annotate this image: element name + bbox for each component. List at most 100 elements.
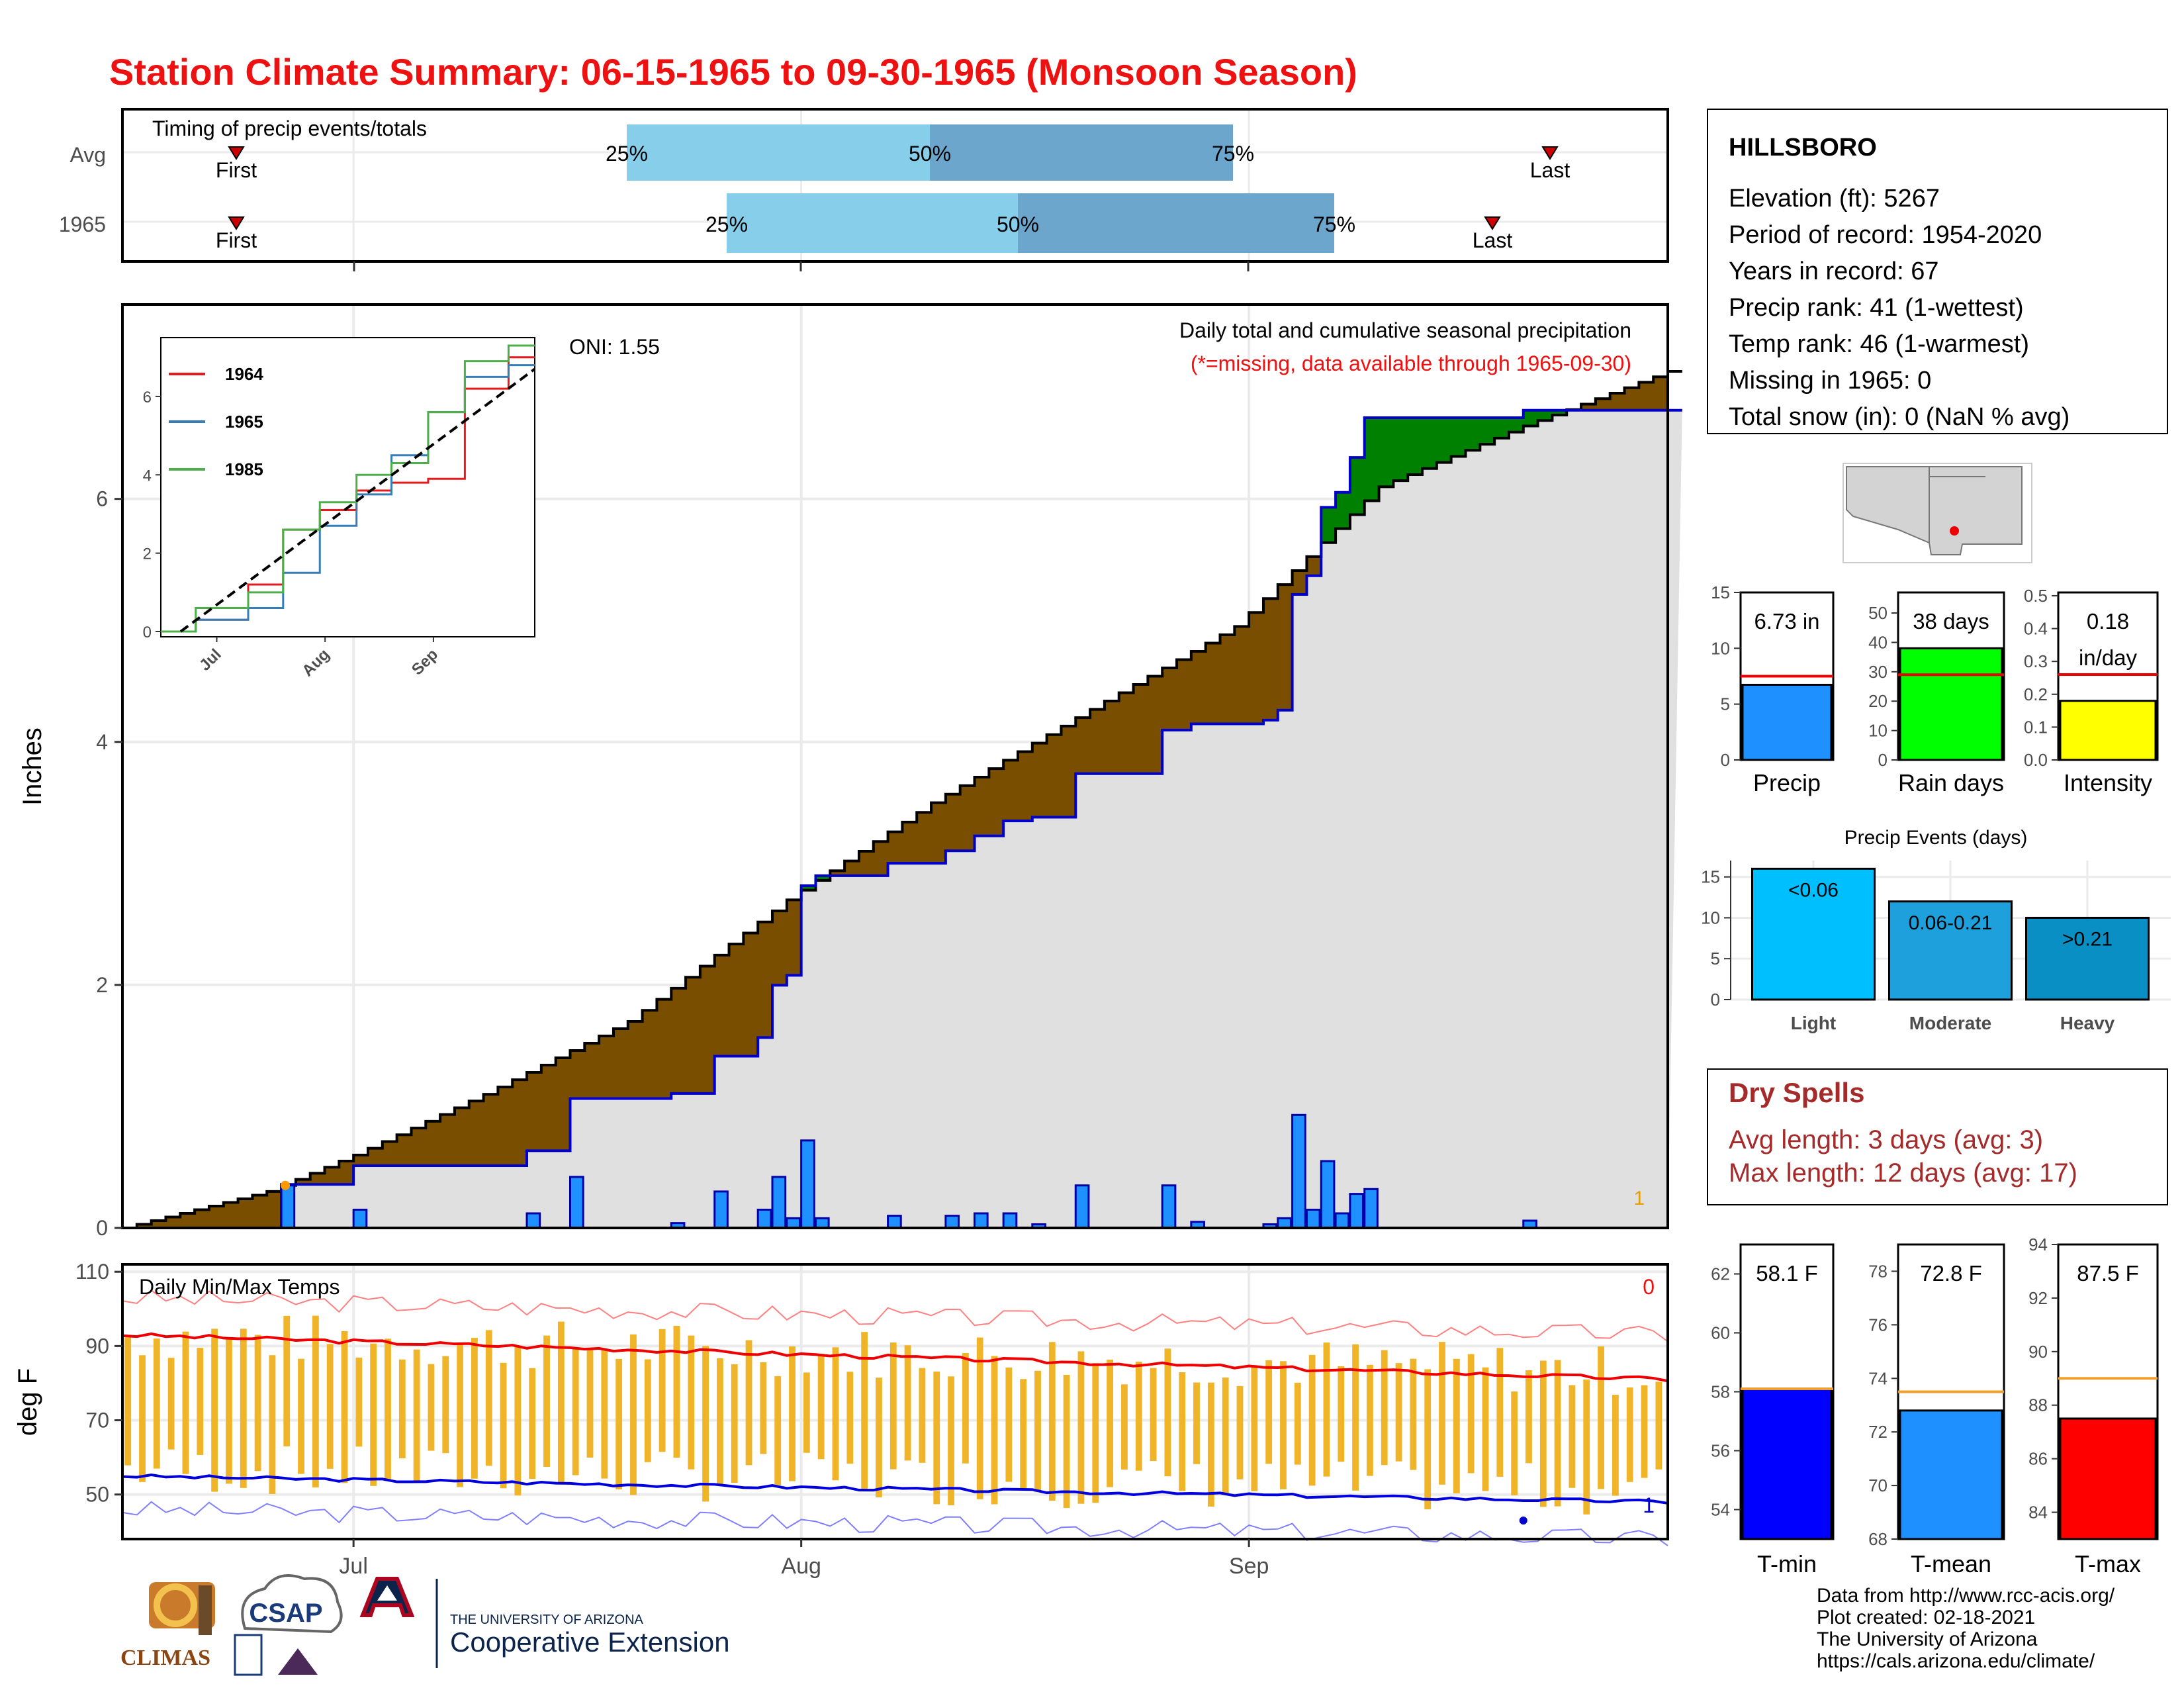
cumulative-diff-band [627,1021,643,1099]
small-bar-fill [1899,647,2003,761]
small-bar-tick: 20 [1868,691,1888,711]
small-bar-label: Intensity [2064,769,2152,796]
avg-max-line [122,1332,1668,1383]
cumulative-diff-band [136,1224,152,1228]
cumulative-diff-band [1422,417,1437,469]
inset-ytick: 2 [143,545,152,563]
daily-temp-bar [1034,1370,1041,1493]
daily-precip-bar [1074,1184,1090,1229]
avg-25-50-box [627,124,930,181]
cumulative-diff-band [267,1191,282,1228]
temp-bar-tick: 54 [1711,1500,1730,1520]
y1965-p50-label: 50% [997,212,1039,236]
cumulative-diff-band [700,966,715,1094]
daily-precip-bar [713,1190,729,1229]
cumulative-diff-band [671,988,686,1094]
small-bar-tick: 15 [1711,583,1730,602]
daily-temp-bar [1381,1350,1388,1466]
daily-temp-bar [211,1329,218,1492]
daily-precip-bar [1277,1217,1292,1229]
cumulative-diff-band [1205,643,1221,724]
precip-ylabel: Inches [18,727,47,806]
small-bar-tick: 0.2 [2024,684,2048,704]
station-info: HILLSBORO Elevation (ft): 5267 Period of … [1707,109,2168,434]
cumulative-diff-band [1393,417,1408,481]
cumulative-diff-band [1552,410,1567,416]
cumulative-diff-band [902,821,917,864]
cumulative-diff-band [512,1080,527,1166]
precip-event-bar-label: <0.06 [1788,879,1839,901]
cumulative-diff-band [1364,417,1380,501]
daily-temp-bar [1598,1346,1604,1489]
daily-temp-bar [644,1359,651,1462]
cumulative-diff-band [657,999,672,1099]
small-bar-value: 38 days [1913,609,1989,633]
footer-line: The University of Arizona [1817,1628,2038,1650]
daily-temp-bar [557,1321,565,1484]
small-bar-value: 6.73 in [1754,609,1819,633]
cumulative-diff-band [1494,417,1510,438]
cumulative-diff-band [1595,399,1611,410]
small-bar-tick: 0.0 [2024,750,2048,770]
cumulative-diff-band [238,1198,253,1228]
station-info-line: Period of record: 1954-2020 [1729,221,2042,249]
small-bar-intensity: 0.18 in/day 0.0 0.1 0.2 0.3 0.4 0.5 Intensity [2024,586,2159,796]
daily-temp-bar [1150,1368,1157,1461]
temp-ylabel: deg F [13,1368,42,1436]
cumulative-diff-band [1263,598,1279,720]
cumulative-diff-band [1090,709,1105,774]
daily-precip-bar [786,1217,801,1229]
cumulative-diff-band [729,944,744,1056]
timing-row-avg-label: Avg [69,143,106,167]
temp-bar-t-max: 87.5 F 84 86 88 90 92 94 T-max [2028,1235,2159,1577]
cumulative-diff-band [801,885,817,890]
csap-logo: CSAP [234,1574,343,1676]
cumulative-diff-band [426,1121,441,1166]
daily-temp-bar [370,1343,377,1486]
avg-p25-label: 25% [606,142,648,165]
small-bar-tick: 5 [1721,694,1730,714]
ua-logo: THE UNIVERSITY OF ARIZONA Cooperative Ex… [359,1577,730,1668]
cumulative-diff-band [830,870,845,876]
daily-temp-bar [1323,1342,1330,1477]
daily-temp-bar [933,1371,940,1505]
daily-precip-bar [944,1215,960,1229]
temp-bar-value: 87.5 F [2077,1261,2139,1286]
small-bar-tick: 30 [1868,662,1888,682]
temp-bar-tick: 94 [2028,1235,2048,1254]
daily-temp-bar [254,1335,261,1472]
daily-temp-bar [572,1348,579,1476]
cumulative-diff-band [498,1087,513,1166]
footer: Data from http://www.rcc-acis.org/Plot c… [120,1574,2115,1676]
temp-bar-tick: 62 [1711,1264,1730,1284]
daily-temp-bar [1077,1351,1085,1504]
cumulative-diff-band [642,1010,658,1099]
small-bar-value-unit: in/day [2079,645,2138,670]
cumulative-diff-band [1003,760,1019,821]
small-bar-tick: 10 [1868,721,1888,741]
cumulative-diff-band [686,977,701,1094]
climas-logo-text: CLIMAS [120,1646,210,1670]
precip-event-bar-label: 0.06-0.21 [1909,912,1993,934]
daily-precip-bar [1320,1160,1336,1229]
y1965-first-marker [228,216,245,230]
daily-temp-bar [688,1335,695,1470]
cumulative-diff-band [1349,457,1365,515]
daily-precip-bar [800,1139,815,1229]
cumulative-diff-band [1075,718,1091,774]
inset-average-line [179,367,536,633]
daily-temp-bar [298,1358,304,1474]
cumulative-diff-band [1017,751,1033,821]
small-bar-tick: 0.4 [2024,619,2048,639]
small-bar-precip: 6.73 in 0 5 10 15 Precip [1711,583,1835,796]
cumulative-diff-band [555,1058,571,1151]
daily-temp-bar [1236,1385,1244,1479]
station-info-line: Temp rank: 46 (1-warmest) [1729,330,2029,358]
inset-series-1985 [161,344,535,633]
cumulative-diff-band [1249,612,1264,724]
small-bar-label: Rain days [1898,769,2004,796]
daily-temp-bar [1092,1363,1099,1503]
precip-ytick: 2 [96,973,108,997]
timing-panel: Timing of precip events/totals Avg 1965 … [59,108,1669,271]
